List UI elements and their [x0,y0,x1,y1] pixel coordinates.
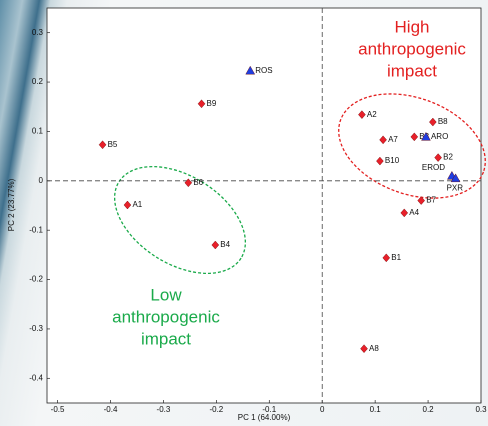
point [360,344,368,353]
point [197,99,206,109]
point-label: B5 [108,140,118,149]
annotation: anthropogenic [358,39,466,58]
point [400,208,409,218]
point [417,196,425,205]
point-label: A2 [367,110,377,119]
y-tick-label: -0.4 [29,373,43,382]
point-label: B2 [443,153,453,162]
x-tick-label: 0.3 [475,405,487,414]
point-label: B7 [426,196,436,205]
x-axis-label: PC 1 (64.00%) [238,413,291,422]
y-tick-label: 0 [39,176,44,185]
point-label: A4 [409,208,419,217]
x-tick-label: -0.5 [51,405,65,414]
point-label: B6 [193,178,203,187]
point-label: B10 [385,156,400,165]
point [98,140,107,150]
point [429,117,437,127]
y-tick-label: 0.2 [32,77,44,86]
point-label: B4 [220,240,230,249]
annotation: Low [150,285,182,304]
annotation: impact [387,61,437,80]
x-tick-label: 0.2 [423,405,435,414]
point [434,153,442,162]
x-tick-label: -0.4 [104,405,118,414]
point [211,240,220,250]
x-tick-label: -0.3 [157,405,171,414]
point-label: ROS [255,66,272,75]
point [379,135,387,145]
point-label: EROD [422,163,445,172]
point-label: A8 [369,344,379,353]
y-tick-label: -0.3 [29,324,43,333]
point-label: A7 [388,135,398,144]
y-tick-label: -0.1 [29,225,43,234]
point [358,110,366,119]
point [450,173,461,183]
x-tick-label: -0.2 [209,405,223,414]
plot-area [46,7,482,404]
point-label: ARO [431,132,448,141]
high-impact-ellipse [338,93,486,199]
point-label: PXR [447,183,464,192]
annotation: impact [141,329,191,348]
y-tick-label: 0.3 [32,28,44,37]
point-label: A1 [132,200,142,209]
y-tick-label: -0.2 [29,275,43,284]
point-label: B8 [438,117,448,126]
y-axis-label: PC 2 (23.77%) [7,178,16,231]
point [123,200,132,210]
point [410,132,419,142]
point-label: B1 [391,253,401,262]
point [245,65,256,75]
x-tick-label: 0.1 [370,405,382,414]
point [376,156,384,166]
x-tick-label: -0.1 [262,405,276,414]
y-tick-label: 0.1 [32,127,44,136]
point-label: B9 [207,99,217,108]
x-tick-label: 0 [320,405,325,414]
annotation: High [395,17,430,36]
annotation: anthropogenic [112,307,220,326]
point [184,178,193,188]
point [421,131,431,141]
point [382,253,391,263]
